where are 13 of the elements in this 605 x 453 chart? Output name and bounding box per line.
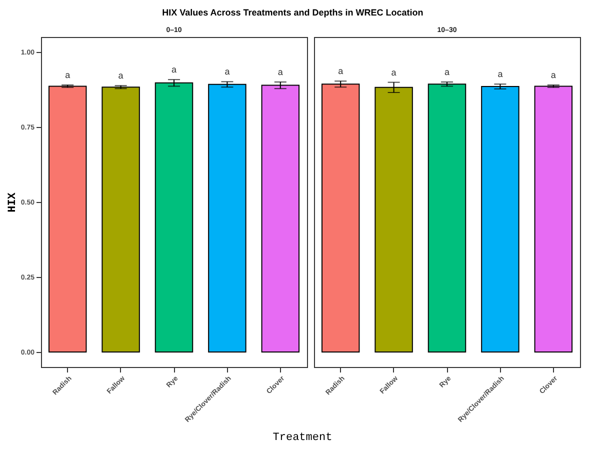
annotation: a bbox=[171, 64, 177, 75]
annotation: a bbox=[338, 66, 344, 76]
annotation: a bbox=[550, 70, 556, 80]
annotation: a bbox=[65, 70, 70, 80]
chart-title: HIX Values Across Treatments and Depths in WREC Location bbox=[162, 8, 424, 18]
annotation: a bbox=[444, 67, 450, 77]
annotation: a bbox=[118, 70, 124, 81]
annotation: a bbox=[224, 66, 230, 77]
y-axis-title: HIX bbox=[6, 192, 19, 212]
x-axis-title: Treatment bbox=[272, 432, 334, 444]
annotation: a bbox=[278, 67, 283, 77]
annotation: a bbox=[391, 67, 396, 78]
annotation: a bbox=[498, 69, 503, 80]
